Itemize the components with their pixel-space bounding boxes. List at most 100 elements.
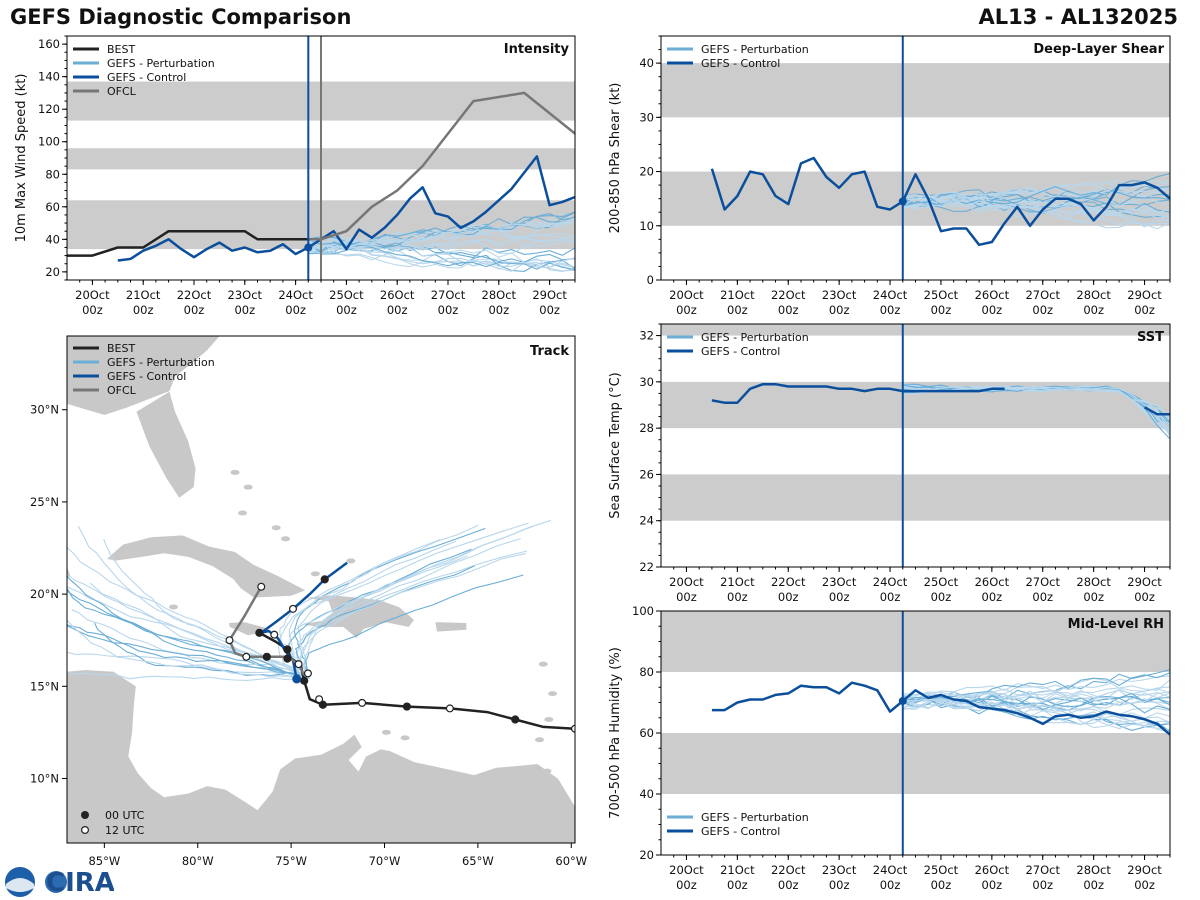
intensity-best-line (67, 229, 309, 257)
sst-xtick-label: 00z (778, 590, 799, 604)
intensity-xtick-label: 00z (133, 303, 154, 317)
track-00utc-marker (320, 575, 329, 584)
sst-ytick-label: 30 (639, 375, 654, 389)
shear-xtick-label: 00z (982, 303, 1003, 317)
sst-panel: 22242628303220Oct00z21Oct00z22Oct00z23Oc… (608, 323, 1171, 604)
sst-xtick-label: 00z (1032, 590, 1053, 604)
sst-xtick-label: 25Oct (924, 575, 959, 589)
island-land (538, 661, 548, 667)
island-land (230, 469, 240, 475)
track-ytick-label: 25°N (30, 495, 59, 509)
shear-band-1 (661, 63, 1170, 118)
sst-xtick-label: 22Oct (771, 575, 806, 589)
track-current-position (292, 674, 302, 684)
intensity-ytick-label: 20 (45, 265, 60, 279)
track-ytick-label: 10°N (30, 771, 59, 785)
shear-ytick-label: 0 (647, 273, 654, 287)
cira-globe-icon (45, 871, 67, 893)
intensity-perturbation-line (308, 245, 575, 272)
intensity-perturbation-line (308, 241, 575, 259)
intensity-xtick-label: 00z (234, 303, 255, 317)
shear-perturbation-line (902, 194, 1170, 219)
rh-perturbation-line (902, 686, 1170, 710)
track-xtick-label: 80°W (182, 854, 214, 868)
shear-xtick-label: 28Oct (1076, 288, 1111, 302)
track-legend-label: GEFS - Control (107, 370, 186, 383)
intensity-ytick-label: 80 (45, 167, 60, 181)
sst-xtick-label: 26Oct (975, 575, 1010, 589)
sst-plot-area (661, 324, 1170, 521)
island-land (381, 729, 391, 735)
intensity-legend-label: GEFS - Perturbation (107, 57, 215, 70)
shear-xtick-label: 00z (1134, 303, 1155, 317)
intensity-xtick-label: 00z (184, 303, 205, 317)
track-perturbation-line (67, 587, 297, 677)
shear-panel: 01020304020Oct00z21Oct00z22Oct00z23Oct00… (608, 35, 1171, 317)
intensity-xtick-label: 00z (539, 303, 560, 317)
track-perturbation-line (67, 625, 304, 675)
track-marker-legend-label: 00 UTC (105, 809, 145, 822)
intensity-xtick-label: 27Oct (431, 288, 466, 302)
sst-ytick-label: 26 (639, 467, 654, 481)
rh-plot-area (661, 611, 1170, 794)
rh-band-0 (661, 733, 1170, 794)
sst-ytick-label: 32 (639, 329, 654, 343)
intensity-xtick-label: 26Oct (380, 288, 415, 302)
shear-title: Deep-Layer Shear (1033, 42, 1164, 57)
rh-title: Mid-Level RH (1068, 617, 1164, 632)
shear-xtick-label: 00z (676, 303, 697, 317)
central-south-america-land (67, 566, 575, 843)
intensity-ytick-label: 40 (45, 232, 60, 246)
shear-xtick-label: 00z (829, 303, 850, 317)
rh-xtick-label: 20Oct (669, 863, 704, 877)
rh-xtick-label: 25Oct (924, 863, 959, 877)
track-xtick-label: 85°W (88, 854, 120, 868)
intensity-ytick-label: 120 (38, 102, 60, 116)
track-panel: 85°W 80°W 75°W 70°W 65°W 60°W 10°N 15°N 20°N 25°N… (30, 335, 587, 868)
intensity-xtick-label: 00z (488, 303, 509, 317)
rh-xtick-label: 00z (880, 878, 901, 892)
sst-xtick-label: 00z (880, 590, 901, 604)
sst-legend-label: GEFS - Control (701, 345, 780, 358)
track-perturbation-line (67, 672, 297, 681)
storm-id-title: AL13 - AL132025 (978, 5, 1179, 29)
track-00utc-marker (511, 715, 520, 724)
cuba-land (105, 534, 307, 599)
shear-xtick-label: 00z (1032, 303, 1053, 317)
rh-xtick-label: 00z (1134, 878, 1155, 892)
noaa-cira-logo: CIRA (5, 867, 114, 898)
island-land (271, 525, 281, 531)
track-perturbation-line (67, 546, 306, 676)
rh-xtick-label: 00z (676, 878, 697, 892)
rh-xtick-label: 00z (931, 878, 952, 892)
track-legend-label: OFCL (107, 384, 137, 397)
rh-ytick-label: 60 (639, 726, 654, 740)
track-perturbation-line (277, 540, 457, 677)
intensity-title: Intensity (504, 42, 570, 57)
intensity-xtick-label: 22Oct (177, 288, 212, 302)
shear-ytick-label: 40 (639, 56, 654, 70)
intensity-perturbation-line (308, 237, 575, 254)
intensity-xtick-label: 21Oct (126, 288, 161, 302)
intensity-xtick-label: 29Oct (532, 288, 567, 302)
track-legend-label: BEST (107, 342, 135, 355)
track-marker-legend-symbol (80, 825, 89, 834)
intensity-ytick-label: 160 (38, 37, 60, 51)
track-12utc-marker (445, 704, 454, 713)
rh-perturbation-line (902, 675, 1170, 710)
rh-perturbation-line (902, 687, 1170, 710)
shear-xtick-label: 00z (727, 303, 748, 317)
sst-xtick-label: 00z (1134, 590, 1155, 604)
rh-xtick-label: 21Oct (720, 863, 755, 877)
rh-xtick-label: 00z (829, 878, 850, 892)
shear-perturbation-line (902, 198, 1170, 220)
intensity-panel: 2040608010012014016020Oct00z21Oct00z22Oc… (14, 35, 576, 317)
shear-xtick-label: 00z (880, 303, 901, 317)
track-ytick-label: 15°N (30, 679, 59, 693)
rh-xtick-label: 24Oct (873, 863, 908, 877)
rh-xtick-label: 27Oct (1025, 863, 1060, 877)
sst-gefs-control-tail--line (1143, 406, 1170, 416)
shear-xtick-label: 00z (931, 303, 952, 317)
puerto-rico-land (434, 621, 467, 633)
